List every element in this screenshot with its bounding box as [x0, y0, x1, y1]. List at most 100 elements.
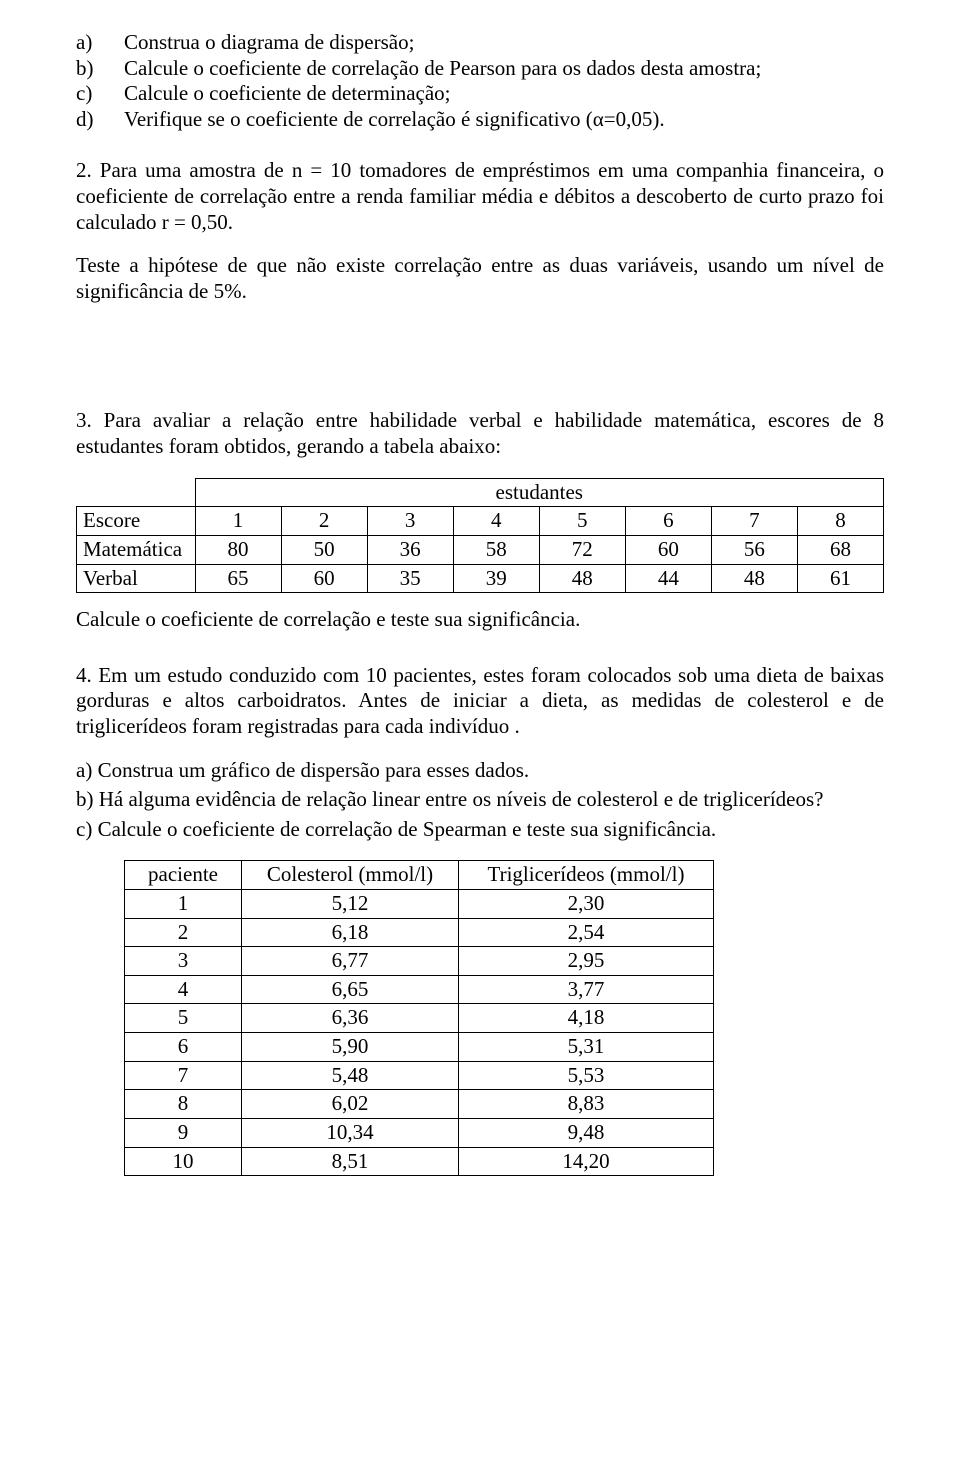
table-row: 9 10,34 9,48	[125, 1118, 714, 1147]
document-page: a) Construa o diagrama de dispersão; b) …	[0, 0, 960, 1457]
table-cell: 39	[453, 564, 539, 593]
q4-table: paciente Colesterol (mmol/l) Trigliceríd…	[124, 860, 714, 1176]
q4-b: b) Há alguma evidência de relação linear…	[76, 787, 884, 813]
table-cell: 58	[453, 535, 539, 564]
table-cell: 2,95	[459, 947, 714, 976]
table-cell: 10,34	[242, 1118, 459, 1147]
table-cell: 6	[625, 507, 711, 536]
table-cell: 65	[195, 564, 281, 593]
table-cell: 50	[281, 535, 367, 564]
q1-item: d) Verifique se o coeficiente de correla…	[76, 107, 884, 133]
table-cell: 2,30	[459, 890, 714, 919]
table-cell: 44	[625, 564, 711, 593]
list-text: Calcule o coeficiente de correlação de P…	[124, 56, 884, 82]
table-cell: 68	[797, 535, 883, 564]
table-cell: 2,54	[459, 918, 714, 947]
table-cell: 9	[125, 1118, 242, 1147]
table-cell: 60	[281, 564, 367, 593]
table-cell: 8,83	[459, 1090, 714, 1119]
table-header: paciente	[125, 861, 242, 890]
table-cell: 56	[711, 535, 797, 564]
table-cell: 61	[797, 564, 883, 593]
table-row: 4 6,65 3,77	[125, 975, 714, 1004]
q4-paragraph: 4. Em um estudo conduzido com 10 pacient…	[76, 663, 884, 740]
table-row: paciente Colesterol (mmol/l) Trigliceríd…	[125, 861, 714, 890]
row-label: Escore	[77, 507, 196, 536]
table-cell: 60	[625, 535, 711, 564]
table-cell: 2	[281, 507, 367, 536]
table-cell: 6	[125, 1033, 242, 1062]
q4-c: c) Calcule o coeficiente de correlação d…	[76, 817, 884, 843]
table-row: 1 5,12 2,30	[125, 890, 714, 919]
table-cell: 3	[125, 947, 242, 976]
table-cell: 48	[711, 564, 797, 593]
table-row: Escore 1 2 3 4 5 6 7 8	[77, 507, 884, 536]
list-marker: a)	[76, 30, 124, 56]
table-cell: 3,77	[459, 975, 714, 1004]
table-cell: 1	[125, 890, 242, 919]
table-header: Colesterol (mmol/l)	[242, 861, 459, 890]
table-cell: 8	[125, 1090, 242, 1119]
q2-paragraph2: Teste a hipótese de que não existe corre…	[76, 253, 884, 304]
q4-a: a) Construa um gráfico de dispersão para…	[76, 758, 884, 784]
table-row: 2 6,18 2,54	[125, 918, 714, 947]
table-cell: 2	[125, 918, 242, 947]
list-marker: b)	[76, 56, 124, 82]
table-header-span: estudantes	[195, 478, 884, 507]
table-cell: 6,65	[242, 975, 459, 1004]
list-text: Calcule o coeficiente de determinação;	[124, 81, 884, 107]
row-label: Verbal	[77, 564, 196, 593]
table-corner-cell	[77, 478, 196, 507]
table-cell: 1	[195, 507, 281, 536]
table-cell: 6,18	[242, 918, 459, 947]
table-cell: 5,53	[459, 1061, 714, 1090]
table-cell: 72	[539, 535, 625, 564]
table-row: 5 6,36 4,18	[125, 1004, 714, 1033]
table-row: 6 5,90 5,31	[125, 1033, 714, 1062]
table-row: Matemática 80 50 36 58 72 60 56 68	[77, 535, 884, 564]
table-cell: 4	[125, 975, 242, 1004]
list-text: Verifique se o coeficiente de correlação…	[124, 107, 884, 133]
table-cell: 7	[711, 507, 797, 536]
table-cell: 5,48	[242, 1061, 459, 1090]
list-marker: d)	[76, 107, 124, 133]
list-text: Construa o diagrama de dispersão;	[124, 30, 884, 56]
table-cell: 8	[797, 507, 883, 536]
table-cell: 80	[195, 535, 281, 564]
table-cell: 7	[125, 1061, 242, 1090]
table-cell: 5	[539, 507, 625, 536]
table-row: 10 8,51 14,20	[125, 1147, 714, 1176]
q3-table: estudantes Escore 1 2 3 4 5 6 7 8 Matemá…	[76, 478, 884, 593]
q1-item: b) Calcule o coeficiente de correlação d…	[76, 56, 884, 82]
row-label: Matemática	[77, 535, 196, 564]
table-cell: 5,90	[242, 1033, 459, 1062]
table-cell: 6,36	[242, 1004, 459, 1033]
table-cell: 4	[453, 507, 539, 536]
table-row: estudantes	[77, 478, 884, 507]
table-row: 8 6,02 8,83	[125, 1090, 714, 1119]
table-cell: 14,20	[459, 1147, 714, 1176]
table-cell: 10	[125, 1147, 242, 1176]
table-cell: 3	[367, 507, 453, 536]
table-cell: 5,12	[242, 890, 459, 919]
table-cell: 5,31	[459, 1033, 714, 1062]
table-row: Verbal 65 60 35 39 48 44 48 61	[77, 564, 884, 593]
q1-list: a) Construa o diagrama de dispersão; b) …	[76, 30, 884, 132]
table-row: 7 5,48 5,53	[125, 1061, 714, 1090]
table-cell: 9,48	[459, 1118, 714, 1147]
q2-paragraph: 2. Para uma amostra de n = 10 tomadores …	[76, 158, 884, 235]
q1-item: a) Construa o diagrama de dispersão;	[76, 30, 884, 56]
table-cell: 6,02	[242, 1090, 459, 1119]
table-cell: 35	[367, 564, 453, 593]
table-cell: 48	[539, 564, 625, 593]
table-cell: 6,77	[242, 947, 459, 976]
q3-after: Calcule o coeficiente de correlação e te…	[76, 607, 884, 633]
table-cell: 4,18	[459, 1004, 714, 1033]
table-cell: 5	[125, 1004, 242, 1033]
q3-paragraph: 3. Para avaliar a relação entre habilida…	[76, 408, 884, 459]
table-cell: 36	[367, 535, 453, 564]
list-marker: c)	[76, 81, 124, 107]
q1-item: c) Calcule o coeficiente de determinação…	[76, 81, 884, 107]
table-header: Triglicerídeos (mmol/l)	[459, 861, 714, 890]
table-row: 3 6,77 2,95	[125, 947, 714, 976]
